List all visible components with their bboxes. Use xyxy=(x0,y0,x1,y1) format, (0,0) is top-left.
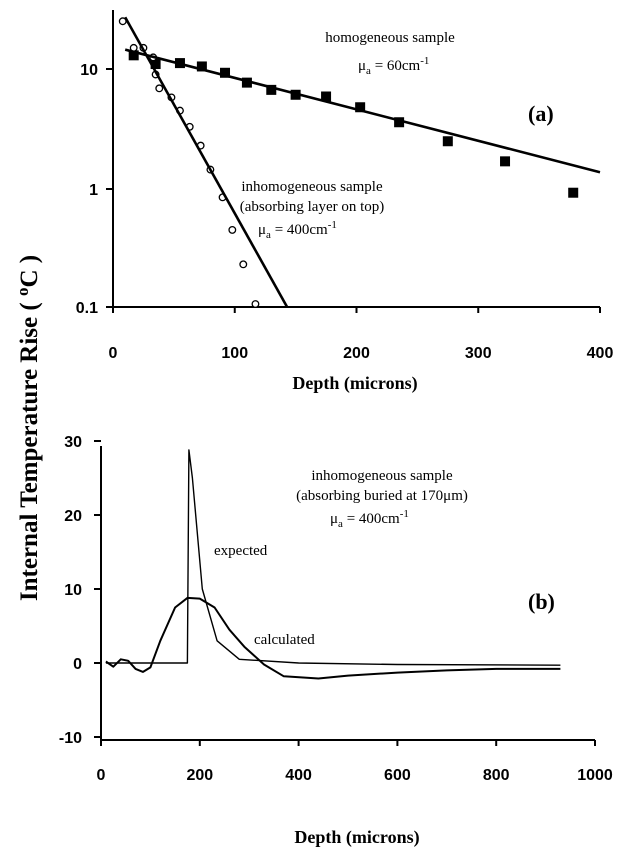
panel-b-x-tick-label: 800 xyxy=(483,767,510,784)
panel-b-y-tick-label: 10 xyxy=(64,582,82,599)
panel-a-axes: 0 100 200 300 400 10 1 0.1 xyxy=(76,10,614,362)
panel-a: 0 100 200 300 400 10 1 0.1 (a) homogeneous samp… xyxy=(76,10,614,394)
panel-a-label: (a) xyxy=(528,101,554,126)
panel-b-calculated-curve xyxy=(105,596,561,680)
panel-a-x-tick-label: 0 xyxy=(109,345,118,362)
panel-b-x-tick-label: 600 xyxy=(384,767,411,784)
panel-b-label: (b) xyxy=(528,589,555,614)
inhomogeneous-annotation-title: inhomogeneous sample xyxy=(241,179,383,195)
panel-a-x-tick-label: 200 xyxy=(343,345,370,362)
homogeneous-annotation-title: homogeneous sample xyxy=(325,30,455,46)
panel-b-y-tick-label: 0 xyxy=(73,656,82,673)
panel-a-square-point xyxy=(568,187,579,198)
panel-a-square-point xyxy=(220,67,231,78)
panel-a-y-tick-label: 0.1 xyxy=(76,300,98,317)
panel-a-fit-line xyxy=(124,16,289,308)
panel-a-y-tick-label: 1 xyxy=(89,182,98,199)
panel-b-marks xyxy=(105,449,561,680)
panel-a-square-point xyxy=(394,117,405,128)
buried-annotation-depth: (absorbing buried at 170μm) xyxy=(296,488,468,504)
panel-b-y-tick-label: 30 xyxy=(64,434,82,451)
panel-a-circle-point xyxy=(239,260,248,269)
panel-a-x-tick-label: 100 xyxy=(221,345,248,362)
panel-b: 0 200 400 600 800 1000 30 20 10 0 -10 (b) inhomoge… xyxy=(59,434,613,848)
panel-b-y-tick-label: 20 xyxy=(64,508,82,525)
panel-b-x-tick-label: 1000 xyxy=(577,767,613,784)
panel-a-circle-point xyxy=(228,225,237,234)
panel-b-y-tick-label: -10 xyxy=(59,730,82,747)
inhomogeneous-annotation-layer: (absorbing layer on top) xyxy=(240,199,385,215)
panel-a-square-point xyxy=(150,59,161,70)
panel-a-x-axis-label: Depth (microns) xyxy=(292,373,417,394)
buried-annotation-mu: μa = 400cm-1 xyxy=(330,508,409,530)
panel-b-x-tick-label: 400 xyxy=(285,767,312,784)
panel-a-square-point xyxy=(442,136,453,147)
panel-a-circle-point xyxy=(251,300,260,308)
panel-b-axes: 0 200 400 600 800 1000 30 20 10 0 -10 xyxy=(59,434,613,784)
buried-annotation-title: inhomogeneous sample xyxy=(311,468,453,484)
panel-b-expected-curve xyxy=(105,449,561,666)
expected-curve-label: expected xyxy=(214,543,268,559)
panel-a-fit-line xyxy=(124,48,601,174)
calculated-curve-label: calculated xyxy=(254,632,315,648)
panel-a-marks xyxy=(118,16,601,308)
panel-a-x-tick-label: 400 xyxy=(587,345,614,362)
panel-a-y-tick-label: 10 xyxy=(80,62,98,79)
panel-a-circle-point xyxy=(155,84,164,93)
panel-a-square-point xyxy=(128,50,139,61)
panel-a-x-tick-label: 300 xyxy=(465,345,492,362)
shared-y-axis-label: Internal Temperature Rise ( oC ) xyxy=(13,255,43,601)
panel-a-square-point xyxy=(500,156,511,167)
panel-a-square-point xyxy=(355,102,366,113)
panel-a-square-point xyxy=(241,77,252,88)
panel-a-square-point xyxy=(321,91,332,102)
inhomogeneous-annotation-mu: μa = 400cm-1 xyxy=(258,219,337,241)
panel-b-x-tick-label: 0 xyxy=(97,767,106,784)
panel-a-square-point xyxy=(266,84,277,95)
panel-b-x-tick-label: 200 xyxy=(186,767,213,784)
panel-a-square-point xyxy=(196,61,207,72)
panel-b-x-axis-label: Depth (microns) xyxy=(294,827,419,848)
homogeneous-annotation-mu: μa = 60cm-1 xyxy=(358,55,429,77)
